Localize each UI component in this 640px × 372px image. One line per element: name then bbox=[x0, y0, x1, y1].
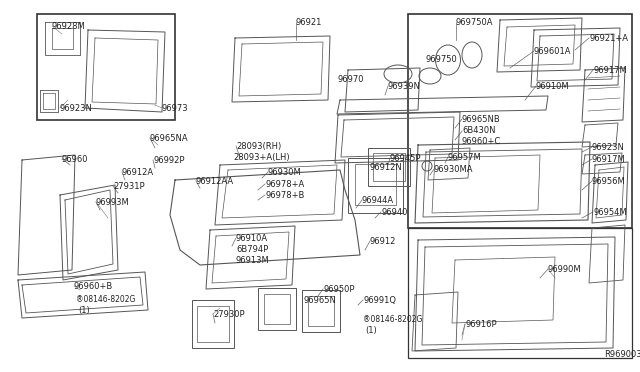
Text: 96954M: 96954M bbox=[593, 208, 627, 217]
Text: 96960+C: 96960+C bbox=[462, 137, 501, 146]
Text: 96960: 96960 bbox=[62, 155, 88, 164]
Text: 96960+B: 96960+B bbox=[74, 282, 113, 291]
Text: 96973: 96973 bbox=[162, 104, 189, 113]
Text: 96921: 96921 bbox=[296, 18, 323, 27]
Text: 96912: 96912 bbox=[370, 237, 396, 246]
Bar bbox=[373, 153, 405, 181]
Bar bbox=[264, 294, 290, 324]
Text: 96939N: 96939N bbox=[388, 82, 421, 91]
Bar bbox=[355, 164, 396, 205]
Text: 969750A: 969750A bbox=[456, 18, 493, 27]
Text: 96912N: 96912N bbox=[369, 163, 402, 172]
Text: 96912AA: 96912AA bbox=[196, 177, 234, 186]
Bar bbox=[408, 14, 632, 228]
Bar bbox=[408, 228, 632, 358]
Bar bbox=[258, 288, 296, 330]
Text: ®08146-8202G: ®08146-8202G bbox=[76, 295, 136, 304]
Text: 96916P: 96916P bbox=[465, 320, 497, 329]
Text: 27931P: 27931P bbox=[113, 182, 145, 191]
Text: 96921+A: 96921+A bbox=[589, 34, 628, 43]
Text: 96928M: 96928M bbox=[52, 22, 86, 31]
Text: 96910A: 96910A bbox=[236, 234, 268, 243]
Text: 96965NA: 96965NA bbox=[150, 134, 189, 143]
Text: 96978+A: 96978+A bbox=[265, 180, 304, 189]
Text: 96991Q: 96991Q bbox=[363, 296, 396, 305]
Bar bbox=[368, 148, 410, 186]
Text: 96965N: 96965N bbox=[303, 296, 336, 305]
Text: 96923N: 96923N bbox=[60, 104, 93, 113]
Text: 96956M: 96956M bbox=[592, 177, 626, 186]
Text: 96945P: 96945P bbox=[390, 154, 422, 163]
Text: 96912A: 96912A bbox=[122, 168, 154, 177]
Text: 96923N: 96923N bbox=[592, 143, 625, 152]
Text: 27930P: 27930P bbox=[213, 310, 244, 319]
Bar bbox=[302, 290, 340, 332]
Text: 96910M: 96910M bbox=[536, 82, 570, 91]
Bar bbox=[348, 158, 403, 213]
Text: 969601A: 969601A bbox=[534, 47, 572, 56]
Text: 96930M: 96930M bbox=[268, 168, 301, 177]
Bar bbox=[308, 296, 334, 326]
Text: 28093+A(LH): 28093+A(LH) bbox=[233, 153, 290, 162]
Text: 96992P: 96992P bbox=[153, 156, 184, 165]
Text: 28093(RH): 28093(RH) bbox=[236, 142, 281, 151]
Text: 96917M: 96917M bbox=[593, 66, 627, 75]
Text: 96944A: 96944A bbox=[362, 196, 394, 205]
Text: (1): (1) bbox=[365, 326, 377, 335]
Text: ®08146-8202G: ®08146-8202G bbox=[363, 315, 422, 324]
Text: 969750: 969750 bbox=[425, 55, 457, 64]
Text: 96970: 96970 bbox=[338, 75, 365, 84]
Text: 96940: 96940 bbox=[381, 208, 408, 217]
Bar bbox=[37, 14, 175, 120]
Text: 6B794P: 6B794P bbox=[236, 245, 268, 254]
Text: 96950P: 96950P bbox=[323, 285, 355, 294]
Text: 96978+B: 96978+B bbox=[265, 191, 305, 200]
Text: 96957M: 96957M bbox=[448, 153, 482, 162]
Bar bbox=[197, 306, 229, 342]
Text: (1): (1) bbox=[78, 306, 90, 315]
Text: 96913M: 96913M bbox=[236, 256, 269, 265]
Text: R9690031: R9690031 bbox=[604, 350, 640, 359]
Text: 96917M: 96917M bbox=[592, 155, 626, 164]
Text: 96965NB: 96965NB bbox=[462, 115, 500, 124]
Text: 6B430N: 6B430N bbox=[462, 126, 495, 135]
Bar bbox=[192, 300, 234, 348]
Text: 96930MA: 96930MA bbox=[434, 165, 474, 174]
Text: 96990M: 96990M bbox=[548, 265, 582, 274]
Text: 96993M: 96993M bbox=[96, 198, 130, 207]
